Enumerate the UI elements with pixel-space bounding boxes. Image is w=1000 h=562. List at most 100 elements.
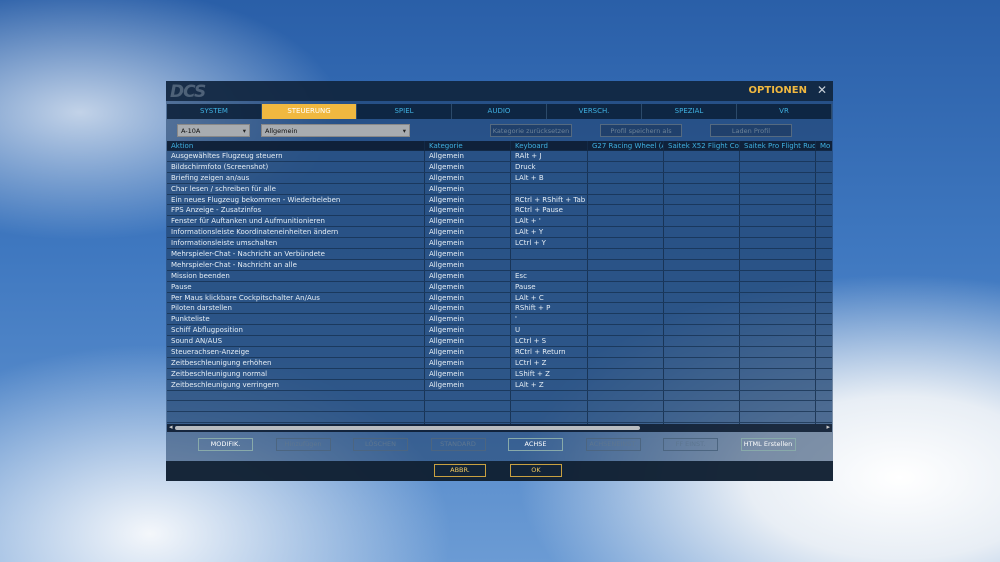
column-header[interactable]: Keyboard — [511, 141, 588, 150]
table-row[interactable]: Zeitbeschleunigung erhöhen Allgemein LCtrl… — [167, 357, 832, 369]
tab-spiel[interactable]: SPIEL — [357, 104, 452, 119]
table-row[interactable]: Pause Allgemein Pause — [167, 281, 832, 293]
table-row[interactable]: Mehrspieler-Chat - Nachricht an alle Allg… — [167, 259, 832, 271]
standard-button[interactable]: STANDARD — [430, 438, 486, 451]
reset-category-button[interactable]: Kategorie zurücksetzen — [490, 124, 572, 137]
table-cell — [816, 195, 832, 205]
table-cell: Allgemein — [425, 336, 511, 347]
table-cell: Allgemein — [425, 249, 511, 259]
modifik-button[interactable]: MODIFIK. — [198, 438, 253, 451]
aircraft-select[interactable]: A-10A — [177, 124, 250, 137]
table-row[interactable]: Informationsleiste umschalten Allgemein LC… — [167, 238, 832, 250]
table-row[interactable]: Per Maus klickbare Cockpitschalter An/Au… — [167, 292, 832, 304]
column-header[interactable]: Mo — [816, 141, 832, 150]
table-cell — [664, 183, 740, 194]
table-row[interactable] — [167, 401, 832, 413]
table-cell: Mehrspieler-Chat - Nachricht an Verbünde… — [167, 249, 425, 259]
table-row[interactable]: Zeitbeschleunigung verringern Allgemein LA… — [167, 379, 832, 391]
löschen-button[interactable]: LÖSCHEN — [353, 438, 408, 451]
tab-steuerung[interactable]: STEUERUNG — [262, 104, 357, 119]
table-row[interactable]: Ausgewähltes Flugzeug steuern Allgemein RA… — [167, 151, 832, 162]
table-row[interactable]: Punkteliste Allgemein ' — [167, 314, 832, 326]
table-row[interactable]: Informationsleiste Koordinateneinheiten … — [167, 227, 832, 239]
ff-einst-button[interactable]: FF EINST. — [663, 438, 718, 451]
table-cell — [511, 401, 588, 412]
table-row[interactable] — [167, 412, 832, 424]
close-icon[interactable]: ✕ — [816, 83, 827, 97]
table-row[interactable] — [167, 390, 832, 402]
scroll-right-icon[interactable]: ▸ — [826, 423, 830, 431]
table-cell — [664, 314, 740, 325]
table-row[interactable]: Fenster für Auftanken und Aufmunitionier… — [167, 216, 832, 228]
table-cell — [425, 390, 511, 401]
table-cell — [664, 172, 740, 183]
load-profile-button[interactable]: Laden Profil — [710, 124, 792, 137]
table-cell: Punkteliste — [167, 314, 425, 325]
table-cell — [588, 238, 664, 249]
column-header[interactable]: Aktion — [167, 141, 425, 150]
table-cell — [664, 379, 740, 390]
table-cell: Pause — [167, 281, 425, 292]
table-cell — [740, 379, 816, 390]
table-row[interactable] — [167, 423, 832, 424]
table-cell — [588, 314, 664, 325]
table-row[interactable]: Ein neues Flugzeug bekommen - Wiederbele… — [167, 194, 832, 206]
table-row[interactable]: Bildschirmfoto (Screenshot) Allgemein Druc… — [167, 161, 832, 173]
cancel-button[interactable]: ABBR. — [434, 464, 486, 477]
table-cell — [664, 303, 740, 314]
scroll-left-icon[interactable]: ◂ — [169, 423, 173, 431]
column-header[interactable]: Saitek X52 Flight Contr — [664, 141, 740, 150]
achse-button[interactable]: ACHSE — [508, 438, 563, 451]
tab-spezial[interactable]: SPEZIAL — [642, 104, 737, 119]
table-row[interactable]: Schiff Abflugposition Allgemein U — [167, 325, 832, 337]
table-row[interactable]: Steuerachsen-Anzeige Allgemein RCtrl + Ret… — [167, 347, 832, 358]
table-cell: Zeitbeschleunigung verringern — [167, 379, 425, 390]
table-row[interactable]: Piloten darstellen Allgemein RShift + P — [167, 303, 832, 315]
table-cell: Allgemein — [425, 151, 511, 161]
table-cell — [740, 172, 816, 183]
table-row[interactable]: FPS Anzeige - Zusatzinfos Allgemein RCtrl … — [167, 205, 832, 217]
table-cell — [816, 401, 832, 411]
table-cell — [664, 401, 740, 412]
tab-versch[interactable]: VERSCH. — [547, 104, 642, 119]
tab-system[interactable]: SYSTEM — [167, 104, 262, 119]
category-select[interactable]: Allgemein — [261, 124, 410, 137]
ok-button[interactable]: OK — [510, 464, 562, 477]
column-header[interactable]: Kategorie — [425, 141, 511, 150]
table-row[interactable]: Briefing zeigen an/aus Allgemein LAlt + B — [167, 172, 832, 184]
table-cell — [664, 194, 740, 205]
table-cell — [740, 216, 816, 227]
tab-audio[interactable]: AUDIO — [452, 104, 547, 119]
scrollbar-thumb[interactable] — [175, 426, 640, 430]
table-cell: Zeitbeschleunigung erhöhen — [167, 357, 425, 368]
table-cell — [664, 368, 740, 379]
table-row[interactable]: Zeitbeschleunigung normal Allgemein LShift… — [167, 368, 832, 380]
table-cell: Allgemein — [425, 216, 511, 227]
table-cell — [740, 292, 816, 303]
table-cell: RCtrl + Return — [511, 347, 588, 357]
column-header[interactable]: G27 Racing Wheel (AC — [588, 141, 664, 150]
table-cell: Allgemein — [425, 205, 511, 216]
achseneinst-button[interactable]: ACHSENEINST. — [585, 438, 641, 451]
table-cell — [588, 347, 664, 357]
tab-vr[interactable]: VR — [737, 104, 832, 119]
footer-bar: ABBR. OK — [166, 461, 833, 481]
table-cell: Allgemein — [425, 183, 511, 194]
table-cell — [664, 357, 740, 368]
table-row[interactable]: Char lesen / schreiben für alle Allgemein — [167, 183, 832, 195]
table-cell: LShift + Z — [511, 368, 588, 379]
table-cell: Allgemein — [425, 172, 511, 183]
table-cell — [816, 271, 832, 281]
html-erstellen-button[interactable]: HTML Erstellen — [740, 438, 796, 451]
table-row[interactable]: Sound AN/AUS Allgemein LCtrl + S — [167, 336, 832, 348]
hinzufügen-button[interactable]: Hinzufügen — [275, 438, 331, 451]
table-cell — [740, 357, 816, 368]
save-profile-button[interactable]: Profil speichern als — [600, 124, 682, 137]
horizontal-scrollbar[interactable]: ◂ ▸ — [167, 423, 832, 432]
table-row[interactable]: Mehrspieler-Chat - Nachricht an Verbünde… — [167, 249, 832, 260]
table-cell — [740, 205, 816, 216]
table-cell — [588, 412, 664, 423]
column-header[interactable]: Saitek Pro Flight Rudde — [740, 141, 816, 150]
table-row[interactable]: Mission beenden Allgemein Esc — [167, 270, 832, 282]
table-cell: Char lesen / schreiben für alle — [167, 183, 425, 194]
